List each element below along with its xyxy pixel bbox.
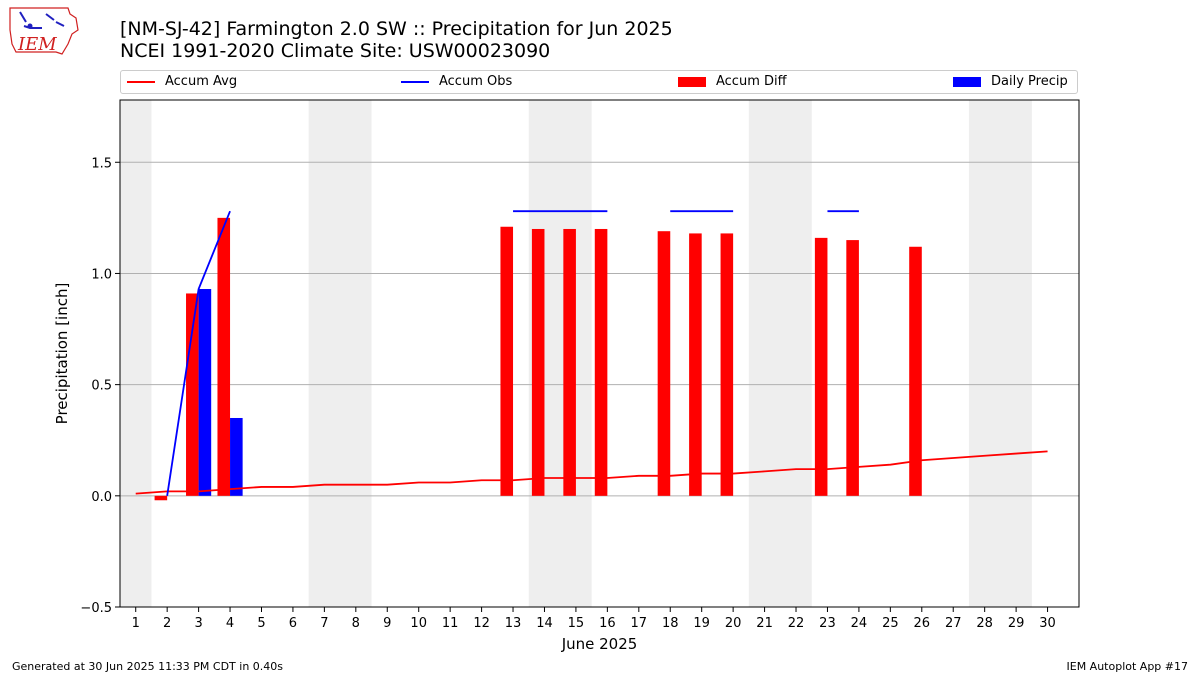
weekend-band-3: [748, 100, 812, 607]
x-tick-label-22: 22: [788, 616, 805, 631]
accum-diff-bars: [154, 217, 922, 501]
legend-item-daily-precip: Daily Precip: [953, 74, 1068, 90]
accum-avg-line: [135, 450, 1048, 495]
accum-diff-bar-day-23: [814, 237, 828, 496]
daily-precip-bars: [198, 289, 243, 496]
accum-diff-bar-day-3: [186, 293, 199, 496]
accum-diff-bar-day-14: [531, 228, 545, 496]
accum-diff-bar-day-26: [909, 246, 922, 496]
x-tick-label-7: 7: [320, 616, 328, 631]
accum-diff-bar-day-20: [720, 233, 734, 496]
weekend-band-1: [308, 100, 372, 607]
x-tick-label-23: 23: [819, 616, 836, 631]
x-tick-label-16: 16: [599, 616, 616, 631]
generated-timestamp: Generated at 30 Jun 2025 11:33 PM CDT in…: [12, 660, 284, 673]
legend-label-daily-precip: Daily Precip: [991, 74, 1068, 89]
accum-diff-bar-day-24: [846, 240, 859, 496]
x-tick-label-9: 9: [383, 616, 391, 631]
logo-text: IEM: [17, 34, 57, 55]
daily-precip-bar-day-4: [230, 417, 243, 496]
chart-legend: Accum Avg Accum Obs Accum Diff Daily Pre…: [120, 70, 1078, 94]
y-tick-label-0: −0.5: [80, 601, 112, 616]
accum-diff-bar-day-13: [500, 226, 514, 496]
legend-swatch-accum-diff: [678, 77, 706, 87]
x-tick-label-30: 30: [1039, 616, 1056, 631]
accum-obs-segment-0: [166, 210, 231, 496]
legend-label-accum-avg: Accum Avg: [165, 74, 238, 89]
x-tick-label-13: 13: [505, 616, 522, 631]
x-tick-label-12: 12: [473, 616, 490, 631]
x-axis-label: June 2025: [561, 635, 638, 653]
legend-label-accum-obs: Accum Obs: [439, 74, 513, 89]
y-axis-label: Precipitation [inch]: [53, 283, 71, 425]
y-tick-label-2: 0.5: [91, 379, 112, 394]
accum-diff-bar-day-4: [217, 217, 231, 496]
y-tick-label-4: 1.5: [91, 156, 112, 171]
accum-diff-bar-day-2: [154, 495, 168, 501]
legend-label-accum-diff: Accum Diff: [716, 74, 787, 89]
x-tick-label-8: 8: [352, 616, 360, 631]
x-tick-label-18: 18: [662, 616, 679, 631]
y-tick-label-1: 0.0: [91, 490, 112, 505]
plot-frame: [119, 99, 1080, 608]
x-tick-label-1: 1: [132, 616, 140, 631]
accum-diff-bar-day-16: [594, 228, 608, 496]
x-tick-label-5: 5: [257, 616, 265, 631]
x-tick-label-2: 2: [163, 616, 171, 631]
x-tick-label-28: 28: [976, 616, 993, 631]
chart-title: [NM-SJ-42] Farmington 2.0 SW :: Precipit…: [120, 18, 673, 62]
x-tick-label-27: 27: [945, 616, 962, 631]
y-tick-label-3: 1.0: [91, 267, 112, 282]
legend-item-accum-diff: Accum Diff: [678, 74, 787, 90]
x-tick-label-11: 11: [442, 616, 459, 631]
weekend-band-0: [120, 100, 152, 607]
x-tick-label-15: 15: [568, 616, 585, 631]
x-tick-label-14: 14: [536, 616, 553, 631]
x-tick-label-10: 10: [410, 616, 427, 631]
accum-avg-polyline: [135, 450, 1048, 495]
iem-logo: IEM: [6, 4, 82, 60]
x-tick-label-29: 29: [1008, 616, 1025, 631]
title-line-1: [NM-SJ-42] Farmington 2.0 SW :: Precipit…: [120, 18, 673, 40]
iem-logo-graphic: IEM: [9, 7, 79, 55]
x-tick-label-6: 6: [289, 616, 297, 631]
accum-diff-bar-day-19: [689, 233, 702, 496]
legend-swatch-accum-avg: [127, 81, 155, 83]
x-tick-label-3: 3: [194, 616, 202, 631]
x-tick-label-25: 25: [882, 616, 899, 631]
app-label: IEM Autoplot App #17: [1066, 660, 1189, 673]
daily-precip-bar-day-3: [198, 289, 212, 496]
legend-item-accum-avg: Accum Avg: [127, 74, 237, 90]
accum-diff-bar-day-15: [563, 228, 576, 496]
weekend-band-4: [968, 100, 1032, 607]
x-tick-label-20: 20: [725, 616, 742, 631]
x-tick-label-17: 17: [631, 616, 648, 631]
x-tick-label-19: 19: [693, 616, 710, 631]
x-tick-label-21: 21: [756, 616, 773, 631]
legend-swatch-accum-obs: [401, 81, 429, 83]
legend-item-accum-obs: Accum Obs: [401, 74, 512, 90]
x-tick-label-4: 4: [226, 616, 234, 631]
x-axis-ticks: 1 2 3 4 5 6 7 8 9 10 11 12 13 14 15 16 17 18 19 20 21 22 23 24 2…: [132, 607, 1056, 631]
accum-diff-bar-day-18: [657, 231, 671, 496]
legend-swatch-daily-precip: [953, 77, 981, 87]
x-tick-label-24: 24: [851, 616, 868, 631]
accum-obs-line: [166, 210, 859, 496]
x-tick-label-26: 26: [914, 616, 931, 631]
title-line-2: NCEI 1991-2020 Climate Site: USW00023090: [120, 40, 551, 62]
y-axis-ticks: −0.5 0.0 0.5 1.0 1.5: [80, 156, 120, 616]
